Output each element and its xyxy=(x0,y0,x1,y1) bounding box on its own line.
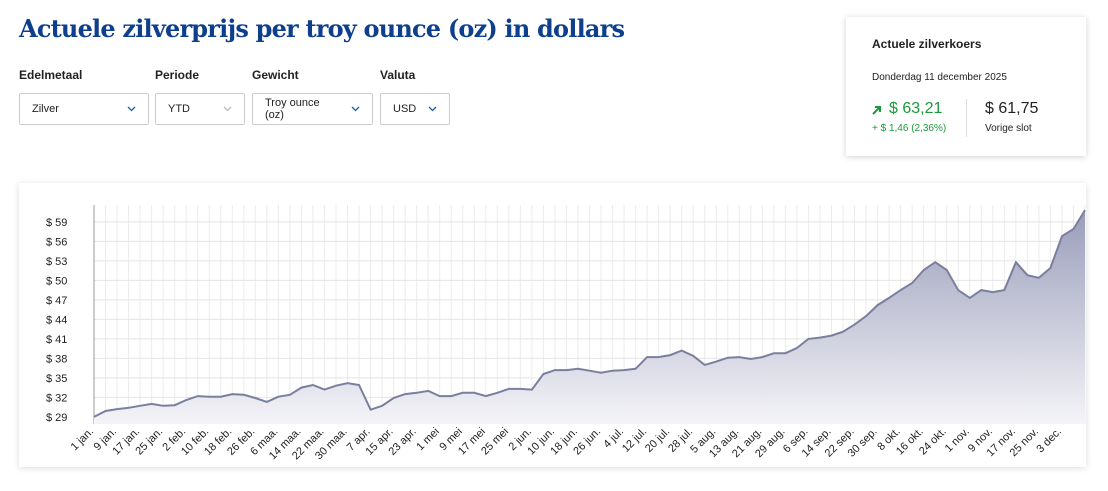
card-change: + $ 1,46 (2,36%) xyxy=(872,123,947,134)
y-tick-label: $ 50 xyxy=(46,275,67,287)
filter-label: Valuta xyxy=(380,68,416,82)
x-tick-label: 20 jul. xyxy=(643,426,672,455)
filter-label: Gewicht xyxy=(252,68,299,82)
select-value: YTD xyxy=(168,103,190,115)
select-value: USD xyxy=(393,103,417,115)
filter: Periode YTD xyxy=(155,68,245,125)
x-tick-label: 1 mei xyxy=(414,426,442,454)
y-tick-label: $ 53 xyxy=(46,256,67,268)
card-title: Actuele zilverkoers xyxy=(872,37,982,51)
select[interactable]: YTD xyxy=(155,93,245,125)
price-card: Actuele zilverkoers Donderdag 11 decembe… xyxy=(846,17,1086,156)
y-tick-label: $ 47 xyxy=(46,295,67,307)
divider xyxy=(966,99,967,137)
y-tick-label: $ 35 xyxy=(46,373,67,385)
y-tick-label: $ 38 xyxy=(46,353,67,365)
x-tick-label: 3 dec. xyxy=(1034,426,1064,456)
y-tick-label: $ 32 xyxy=(46,392,67,404)
card-price: $ 63,21 xyxy=(889,100,943,117)
select[interactable]: Troy ounce (oz) xyxy=(252,93,373,125)
chevron xyxy=(223,106,232,112)
filter-label: Edelmetaal xyxy=(19,68,83,82)
card-previous: $ 61,75 xyxy=(985,100,1039,117)
chevron xyxy=(351,106,360,112)
y-tick-label: $ 29 xyxy=(46,412,67,424)
y-tick-label: $ 44 xyxy=(46,314,67,326)
x-tick-label: 1 jan. xyxy=(69,426,97,454)
x-tick-label: 12 jul. xyxy=(620,426,649,455)
y-tick-label: $ 59 xyxy=(46,217,67,229)
y-tick-label: $ 56 xyxy=(46,236,67,248)
area xyxy=(94,210,1085,424)
card-date: Donderdag 11 december 2025 xyxy=(872,72,1007,83)
page-title: Actuele zilverprijs per troy ounce (oz) … xyxy=(19,14,625,43)
select[interactable]: Zilver xyxy=(19,93,149,125)
card-previous-label: Vorige slot xyxy=(985,123,1032,134)
chevron xyxy=(127,106,136,112)
filter-label: Periode xyxy=(155,68,200,82)
select-value: Troy ounce (oz) xyxy=(265,97,320,121)
filter: Valuta USD xyxy=(380,68,450,125)
chevron xyxy=(428,106,437,112)
line xyxy=(93,209,1086,418)
x-tick-label: 1 nov. xyxy=(943,426,972,455)
up-arrow xyxy=(872,106,881,115)
select-value: Zilver xyxy=(32,103,59,115)
filter: Edelmetaal Zilver xyxy=(19,68,149,125)
select[interactable]: USD xyxy=(380,93,450,125)
y-tick-label: $ 41 xyxy=(46,334,67,346)
filter: Gewicht Troy ounce (oz) xyxy=(252,68,373,125)
